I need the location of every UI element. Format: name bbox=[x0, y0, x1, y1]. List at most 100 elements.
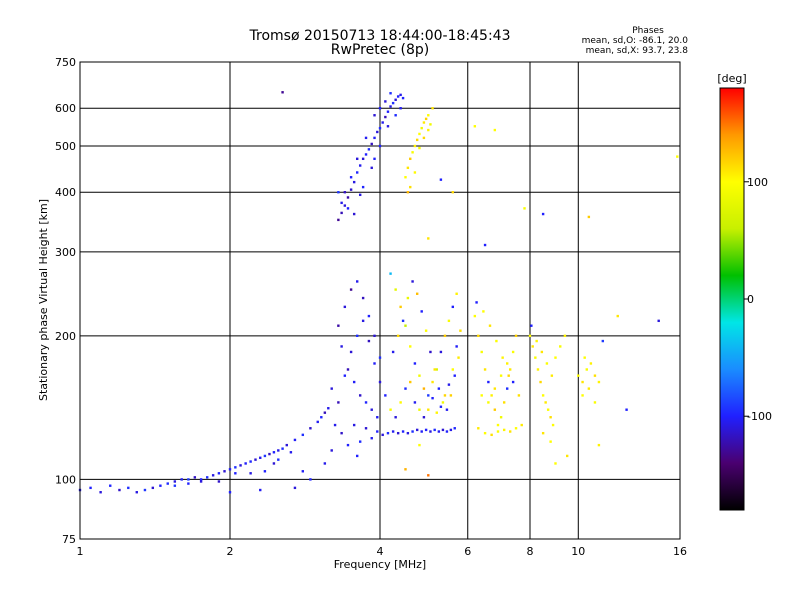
data-point bbox=[337, 191, 340, 194]
data-point bbox=[415, 138, 419, 142]
phases-x-stats: mean, sd,X: 93.7, 23.8 bbox=[586, 46, 689, 56]
data-point bbox=[263, 470, 267, 473]
data-point bbox=[447, 383, 451, 386]
data-point bbox=[99, 491, 102, 494]
y-tick-label: 500 bbox=[55, 140, 76, 153]
data-point bbox=[361, 296, 365, 300]
phases-o-stats: mean, sd,O: -86.1, 20.0 bbox=[582, 36, 689, 46]
data-point bbox=[309, 427, 312, 430]
data-point bbox=[337, 401, 340, 404]
data-point bbox=[352, 180, 356, 184]
data-point bbox=[459, 329, 462, 332]
data-point bbox=[431, 396, 434, 400]
data-points bbox=[78, 91, 679, 494]
data-point bbox=[541, 212, 545, 216]
data-point bbox=[422, 121, 426, 124]
data-point bbox=[386, 110, 390, 113]
data-point bbox=[443, 334, 447, 338]
data-point bbox=[391, 350, 395, 354]
data-point bbox=[386, 125, 390, 128]
data-point bbox=[187, 478, 190, 481]
x-axis-ticks: 1 2 4 6 8 10 16 bbox=[77, 545, 688, 558]
x-tick-label: 4 bbox=[377, 545, 384, 558]
data-point bbox=[523, 207, 526, 210]
data-point bbox=[239, 464, 242, 467]
data-point bbox=[394, 416, 397, 419]
data-point bbox=[411, 280, 414, 283]
data-point bbox=[449, 394, 453, 397]
data-point bbox=[378, 380, 382, 384]
data-point bbox=[657, 319, 660, 323]
data-point bbox=[396, 95, 400, 98]
data-point bbox=[453, 427, 456, 430]
data-point bbox=[520, 423, 523, 427]
data-point bbox=[455, 345, 458, 348]
data-point bbox=[389, 408, 392, 411]
y-tick-label: 400 bbox=[55, 186, 76, 199]
data-point bbox=[415, 428, 419, 432]
data-point bbox=[199, 480, 203, 483]
data-point bbox=[349, 176, 353, 179]
data-point bbox=[455, 292, 458, 295]
data-point bbox=[268, 452, 271, 456]
data-point bbox=[482, 310, 485, 313]
data-point bbox=[340, 211, 343, 215]
data-point bbox=[563, 334, 567, 338]
data-point bbox=[399, 93, 402, 97]
data-point bbox=[401, 96, 405, 100]
data-point bbox=[411, 151, 414, 154]
data-point bbox=[565, 454, 569, 458]
data-point bbox=[361, 319, 365, 323]
data-point bbox=[361, 185, 365, 189]
data-point bbox=[367, 339, 371, 343]
data-point bbox=[234, 466, 237, 469]
y-axis-label: Stationary phase Virtual Height [km] bbox=[37, 199, 50, 401]
data-point bbox=[373, 362, 376, 365]
data-point bbox=[473, 125, 477, 128]
data-point bbox=[143, 488, 147, 492]
data-point bbox=[424, 117, 428, 121]
data-point bbox=[554, 356, 557, 359]
data-point bbox=[343, 305, 347, 309]
data-point bbox=[404, 468, 407, 471]
data-point bbox=[217, 472, 221, 475]
data-point bbox=[544, 401, 547, 404]
y-axis-ticks: 75 100 200 300 400 500 600 750 bbox=[55, 56, 76, 546]
data-point bbox=[293, 486, 297, 490]
data-point bbox=[330, 449, 333, 452]
data-point bbox=[118, 488, 121, 492]
data-point bbox=[378, 107, 382, 110]
data-point bbox=[517, 394, 521, 397]
data-point bbox=[514, 334, 518, 338]
data-point bbox=[394, 288, 397, 291]
colorbar-tick-label: 0 bbox=[747, 293, 754, 306]
data-point bbox=[597, 443, 601, 447]
data-point bbox=[244, 462, 247, 465]
data-point bbox=[431, 380, 434, 384]
data-point bbox=[349, 350, 353, 354]
data-point bbox=[254, 458, 257, 461]
data-point bbox=[399, 107, 402, 110]
data-point bbox=[409, 380, 412, 384]
data-point bbox=[327, 407, 330, 410]
data-point bbox=[418, 146, 421, 150]
data-point bbox=[427, 114, 430, 117]
data-point bbox=[501, 356, 504, 359]
data-point bbox=[502, 428, 506, 432]
x-tick-label: 16 bbox=[673, 545, 687, 558]
data-point bbox=[249, 472, 252, 475]
data-point bbox=[355, 454, 359, 458]
data-point bbox=[406, 191, 410, 194]
data-point bbox=[355, 334, 359, 338]
data-point bbox=[367, 148, 371, 151]
data-point bbox=[346, 207, 350, 210]
data-point bbox=[439, 178, 443, 181]
data-point bbox=[505, 387, 509, 390]
x-tick-label: 10 bbox=[571, 545, 585, 558]
data-point bbox=[536, 368, 540, 371]
data-point bbox=[676, 155, 679, 158]
data-point bbox=[384, 100, 387, 103]
data-point bbox=[477, 334, 480, 338]
data-point bbox=[411, 430, 414, 433]
